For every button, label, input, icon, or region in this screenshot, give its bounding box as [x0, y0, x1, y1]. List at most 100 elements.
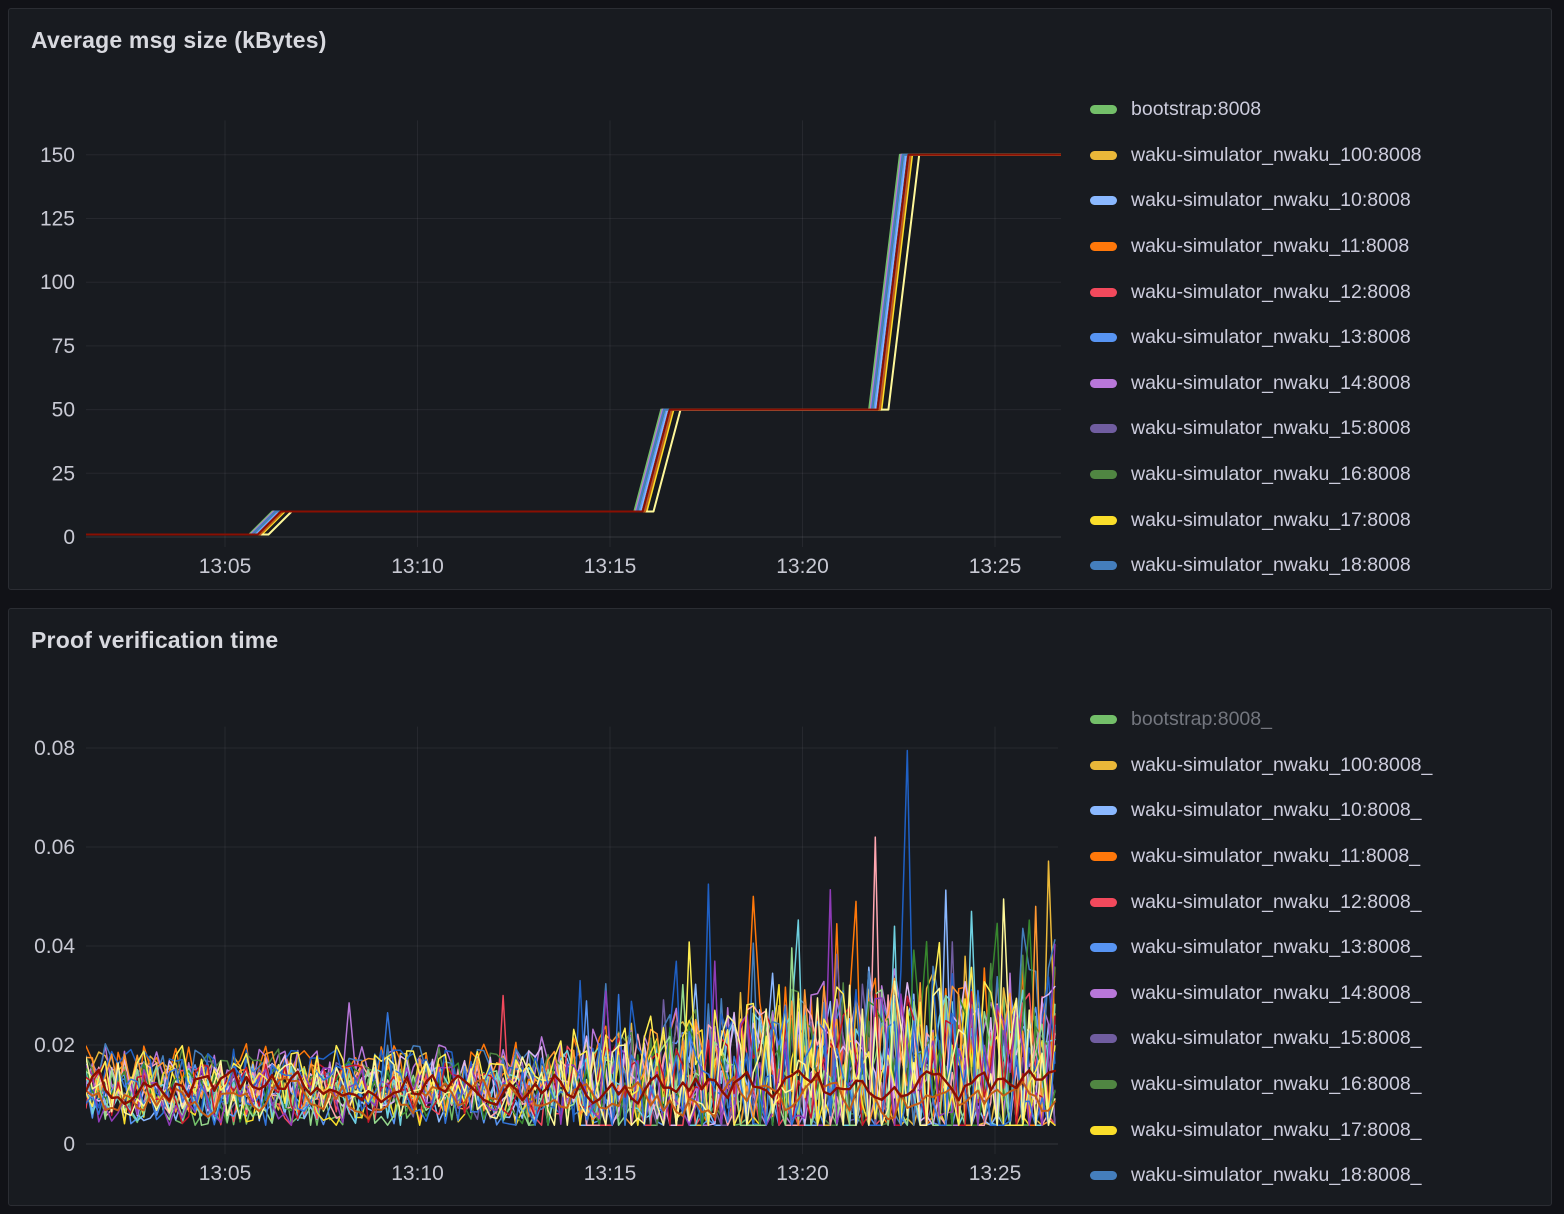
legend-item[interactable]: waku-simulator_nwaku_100:8008 — [1090, 133, 1545, 179]
legend-swatch — [1090, 943, 1117, 953]
legend-item[interactable]: waku-simulator_nwaku_17:8008 — [1090, 497, 1545, 543]
legend-label: waku-simulator_nwaku_16:8008_ — [1131, 1073, 1422, 1096]
legend-item[interactable]: waku-simulator_nwaku_17:8008_ — [1090, 1107, 1545, 1153]
legend-label: waku-simulator_nwaku_11:8008_ — [1131, 845, 1421, 868]
legend-label: waku-simulator_nwaku_10:8008_ — [1131, 799, 1422, 822]
legend-label: waku-simulator_nwaku_15:8008 — [1131, 417, 1411, 440]
series-line — [86, 1076, 1056, 1121]
legend-label: waku-simulator_nwaku_10:8008 — [1131, 189, 1411, 212]
y-axis-tick-label: 100 — [40, 271, 75, 294]
legend-item[interactable]: waku-simulator_nwaku_16:8008_ — [1090, 1062, 1545, 1108]
legend-label: waku-simulator_nwaku_13:8008_ — [1131, 936, 1422, 959]
x-axis-tick-label: 13:25 — [969, 1162, 1022, 1185]
legend-label: waku-simulator_nwaku_12:8008 — [1131, 280, 1411, 303]
legend-swatch — [1090, 1171, 1117, 1181]
legend-item[interactable]: waku-simulator_nwaku_10:8008_ — [1090, 788, 1545, 834]
legend-label: bootstrap:8008 — [1131, 98, 1262, 121]
legend-item[interactable]: waku-simulator_nwaku_11:8008 — [1090, 224, 1545, 270]
legend-label: waku-simulator_nwaku_12:8008_ — [1131, 890, 1422, 913]
series-line — [86, 153, 1061, 536]
legend-proof-verification-time: bootstrap:8008_ waku-simulator_nwaku_100:… — [1090, 697, 1545, 1199]
legend-item[interactable]: waku-simulator_nwaku_10:8008 — [1090, 178, 1545, 224]
legend-swatch — [1090, 852, 1117, 862]
legend-label: waku-simulator_nwaku_18:8008 — [1131, 554, 1411, 577]
x-axis-tick-label: 13:05 — [199, 555, 252, 578]
series-line — [88, 153, 1061, 536]
x-axis-tick-label: 13:10 — [391, 555, 444, 578]
x-axis-tick-label: 13:15 — [584, 1162, 637, 1185]
legend-average-msg-size: bootstrap:8008 waku-simulator_nwaku_100:8… — [1090, 87, 1545, 589]
legend-item[interactable]: waku-simulator_nwaku_100:8008_ — [1090, 743, 1545, 789]
legend-label: waku-simulator_nwaku_100:8008_ — [1131, 753, 1433, 776]
legend-label: waku-simulator_nwaku_11:8008 — [1131, 235, 1410, 258]
legend-swatch — [1090, 424, 1117, 434]
legend-label: waku-simulator_nwaku_17:8008_ — [1131, 1118, 1422, 1141]
series-line — [86, 153, 1061, 536]
legend-label: waku-simulator_nwaku_13:8008 — [1131, 326, 1411, 349]
legend-swatch — [1090, 378, 1117, 388]
y-axis-tick-label: 0 — [63, 1133, 75, 1156]
y-axis-tick-label: 125 — [40, 208, 75, 231]
legend-item[interactable]: waku-simulator_nwaku_11:8008_ — [1090, 834, 1545, 880]
x-axis-tick-label: 13:20 — [776, 1162, 829, 1185]
legend-swatch — [1090, 242, 1117, 252]
legend-swatch — [1090, 715, 1117, 725]
proof-verification-time-chart-canvas[interactable]: 0 0.02 0.04 0.06 0.08 13:05 13:10 13:15 13:20 13:… — [9, 609, 1553, 1207]
y-axis-tick-label: 0 — [63, 526, 75, 549]
legend-item[interactable]: bootstrap:8008 — [1090, 87, 1545, 133]
legend-item[interactable]: bootstrap:8008_ — [1090, 697, 1545, 743]
legend-item[interactable]: waku-simulator_nwaku_13:8008 — [1090, 315, 1545, 361]
series-line — [86, 153, 1054, 536]
panel-average-msg-size: Average msg size (kBytes) 0 25 50 75 100 125 1… — [8, 8, 1552, 590]
legend-item[interactable]: waku-simulator_nwaku_18:8008_ — [1090, 1153, 1545, 1199]
y-axis-tick-label: 0.08 — [34, 737, 75, 760]
legend-swatch — [1090, 806, 1117, 816]
legend-item[interactable]: waku-simulator_nwaku_13:8008_ — [1090, 925, 1545, 971]
panel-title-average-msg-size[interactable]: Average msg size (kBytes) — [31, 27, 327, 53]
series-line — [86, 153, 1057, 536]
data-series-lines — [86, 153, 1061, 536]
grid-lines — [86, 120, 1061, 547]
legend-item[interactable]: waku-simulator_nwaku_18:8008 — [1090, 543, 1545, 589]
legend-swatch — [1090, 150, 1117, 160]
legend-swatch — [1090, 760, 1117, 770]
series-line — [86, 153, 1055, 536]
legend-swatch — [1090, 988, 1117, 998]
legend-item[interactable]: waku-simulator_nwaku_16:8008 — [1090, 452, 1545, 498]
legend-swatch — [1090, 1034, 1117, 1044]
y-axis-tick-label: 25 — [52, 462, 75, 485]
y-axis-tick-label: 0.02 — [34, 1034, 75, 1057]
y-axis-tick-label: 75 — [52, 335, 75, 358]
series-line — [95, 153, 1061, 536]
legend-swatch — [1090, 287, 1117, 297]
legend-item[interactable]: waku-simulator_nwaku_12:8008_ — [1090, 879, 1545, 925]
series-line — [86, 153, 1061, 536]
legend-label: waku-simulator_nwaku_15:8008_ — [1131, 1027, 1422, 1050]
y-axis-tick-label: 150 — [40, 144, 75, 167]
x-axis-tick-label: 13:05 — [199, 1162, 252, 1185]
series-line — [86, 153, 1060, 536]
series-line — [86, 153, 1057, 536]
average-msg-size-chart-canvas[interactable]: 0 25 50 75 100 125 150 13:05 13:10 13:15 13:20 13:2… — [9, 9, 1553, 591]
legend-swatch — [1090, 196, 1117, 206]
legend-label: bootstrap:8008_ — [1131, 708, 1272, 731]
panel-title-proof-verification-time[interactable]: Proof verification time — [31, 627, 279, 653]
series-line — [86, 153, 1061, 536]
x-axis-tick-label: 13:20 — [776, 555, 829, 578]
legend-swatch — [1090, 561, 1117, 571]
legend-item[interactable]: waku-simulator_nwaku_12:8008 — [1090, 269, 1545, 315]
series-line — [86, 153, 1061, 536]
x-axis-tick-label: 13:25 — [969, 555, 1022, 578]
series-line — [86, 941, 1056, 1126]
series-line — [86, 947, 1056, 1126]
legend-swatch — [1090, 470, 1117, 480]
legend-item[interactable]: waku-simulator_nwaku_14:8008 — [1090, 361, 1545, 407]
legend-swatch — [1090, 105, 1117, 115]
legend-label: waku-simulator_nwaku_18:8008_ — [1131, 1164, 1422, 1187]
legend-item[interactable]: waku-simulator_nwaku_15:8008 — [1090, 406, 1545, 452]
x-axis-tick-label: 13:15 — [584, 555, 637, 578]
legend-label: waku-simulator_nwaku_17:8008 — [1131, 508, 1411, 531]
legend-item[interactable]: waku-simulator_nwaku_14:8008_ — [1090, 971, 1545, 1017]
legend-item[interactable]: waku-simulator_nwaku_15:8008_ — [1090, 1016, 1545, 1062]
